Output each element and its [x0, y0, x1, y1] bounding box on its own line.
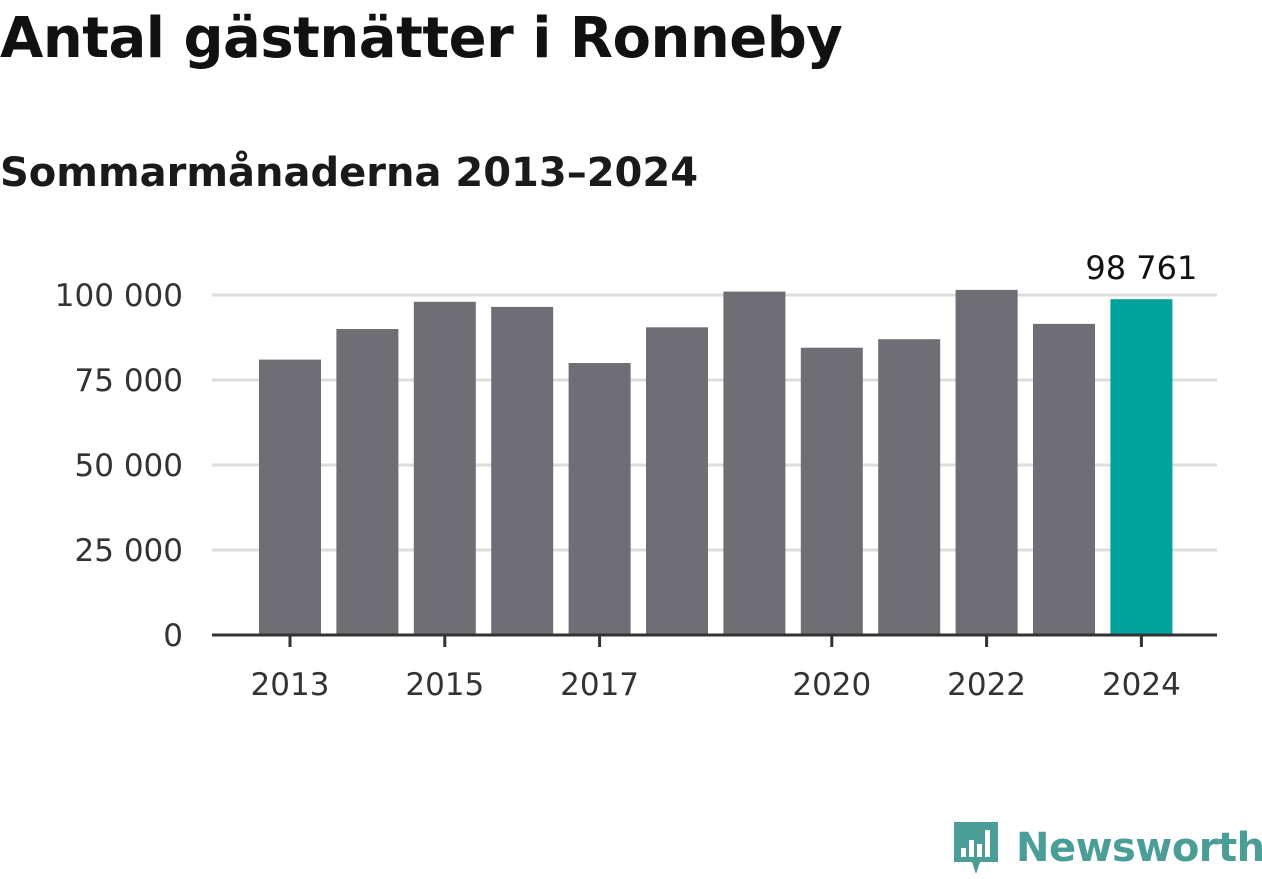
bar-2014 [336, 329, 399, 635]
bar-2021 [878, 339, 941, 635]
bar-2023 [1033, 323, 1095, 635]
chart-title: Antal gästnätter i Ronneby [0, 6, 843, 71]
bar-2022 [955, 289, 1018, 635]
x-tick-label: 2015 [405, 667, 484, 703]
y-tick-label: 75 000 [75, 363, 183, 399]
x-tick-label: 2017 [560, 667, 639, 703]
data-labels: 98 761 [1085, 249, 1197, 287]
x-tick-label: 2024 [1102, 667, 1181, 703]
bar-2018 [646, 327, 708, 635]
data-label: 98 761 [1085, 249, 1197, 287]
bar-2015 [413, 301, 476, 635]
bar-2020 [800, 347, 863, 635]
chart-subtitle: Sommarmånaderna 2013–2024 [0, 150, 699, 196]
y-axis-ticks: 0 25 000 50 000 75 000 100 000 [55, 278, 183, 654]
bar-2017 [568, 363, 631, 635]
bar-2024 [1110, 299, 1173, 635]
y-tick-label: 25 000 [75, 533, 183, 569]
newsworthy-logo: Newsworthy [950, 818, 1262, 878]
bar-2013 [259, 359, 321, 635]
x-axis-ticks: 2013 2015 2017 2020 2022 2024 [251, 635, 1181, 703]
newsworthy-chart-logo-icon [954, 822, 998, 874]
y-tick-label: 50 000 [75, 448, 183, 484]
x-tick-label: 2020 [792, 667, 871, 703]
y-tick-label: 100 000 [55, 278, 183, 314]
brand-name: Newsworthy [1016, 825, 1262, 871]
bars [259, 289, 1173, 635]
y-tick-label: 0 [163, 618, 183, 654]
x-tick-label: 2013 [251, 667, 330, 703]
x-tick-label: 2022 [947, 667, 1026, 703]
bar-2019 [723, 291, 786, 635]
bar-2016 [491, 306, 554, 635]
